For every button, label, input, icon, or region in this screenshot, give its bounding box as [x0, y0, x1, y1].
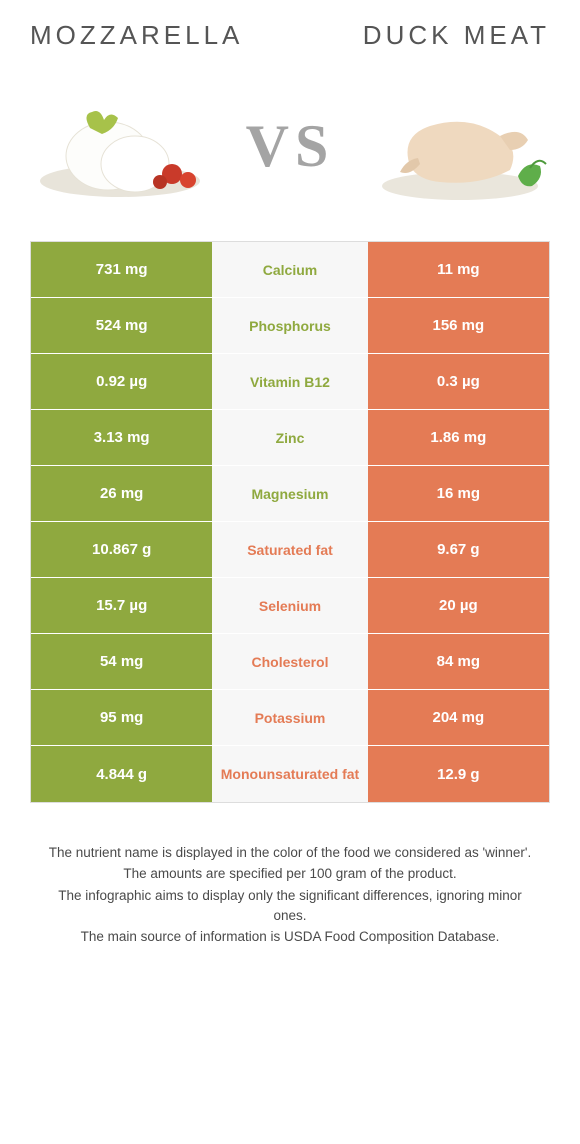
table-row: 0.92 µgVitamin B120.3 µg — [31, 354, 549, 410]
nutrient-label: Cholesterol — [212, 634, 367, 689]
value-left: 3.13 mg — [31, 410, 212, 465]
food-image-right — [370, 86, 550, 206]
footer-notes: The nutrient name is displayed in the co… — [30, 843, 550, 947]
nutrient-label: Zinc — [212, 410, 367, 465]
table-row: 10.867 gSaturated fat9.67 g — [31, 522, 549, 578]
title-row: Mozzarella Duck meat — [30, 20, 550, 51]
value-left: 524 mg — [31, 298, 212, 353]
table-row: 524 mgPhosphorus156 mg — [31, 298, 549, 354]
footer-line: The main source of information is USDA F… — [40, 927, 540, 947]
table-row: 731 mgCalcium11 mg — [31, 242, 549, 298]
food-image-left — [30, 86, 210, 206]
nutrient-label: Saturated fat — [212, 522, 367, 577]
value-left: 10.867 g — [31, 522, 212, 577]
value-right: 1.86 mg — [368, 410, 549, 465]
value-right: 0.3 µg — [368, 354, 549, 409]
value-left: 731 mg — [31, 242, 212, 297]
value-right: 156 mg — [368, 298, 549, 353]
table-row: 95 mgPotassium204 mg — [31, 690, 549, 746]
value-right: 12.9 g — [368, 746, 549, 802]
vs-label: VS — [246, 112, 335, 181]
nutrient-label: Phosphorus — [212, 298, 367, 353]
value-left: 4.844 g — [31, 746, 212, 802]
value-right: 9.67 g — [368, 522, 549, 577]
value-right: 16 mg — [368, 466, 549, 521]
nutrient-label: Magnesium — [212, 466, 367, 521]
footer-line: The infographic aims to display only the… — [40, 886, 540, 927]
title-right: Duck meat — [363, 20, 550, 51]
value-right: 20 µg — [368, 578, 549, 633]
nutrient-label: Selenium — [212, 578, 367, 633]
table-row: 15.7 µgSelenium20 µg — [31, 578, 549, 634]
hero-row: VS — [30, 81, 550, 211]
value-left: 95 mg — [31, 690, 212, 745]
table-row: 26 mgMagnesium16 mg — [31, 466, 549, 522]
value-left: 26 mg — [31, 466, 212, 521]
nutrient-label: Potassium — [212, 690, 367, 745]
value-right: 84 mg — [368, 634, 549, 689]
nutrient-label: Calcium — [212, 242, 367, 297]
table-row: 54 mgCholesterol84 mg — [31, 634, 549, 690]
table-row: 4.844 gMonounsaturated fat12.9 g — [31, 746, 549, 802]
infographic-container: Mozzarella Duck meat VS — [0, 0, 580, 968]
footer-line: The nutrient name is displayed in the co… — [40, 843, 540, 863]
nutrient-label: Vitamin B12 — [212, 354, 367, 409]
value-left: 15.7 µg — [31, 578, 212, 633]
value-right: 204 mg — [368, 690, 549, 745]
nutrient-label: Monounsaturated fat — [212, 746, 367, 802]
title-left: Mozzarella — [30, 20, 243, 51]
table-row: 3.13 mgZinc1.86 mg — [31, 410, 549, 466]
nutrient-table: 731 mgCalcium11 mg524 mgPhosphorus156 mg… — [30, 241, 550, 803]
value-left: 0.92 µg — [31, 354, 212, 409]
value-right: 11 mg — [368, 242, 549, 297]
value-left: 54 mg — [31, 634, 212, 689]
footer-line: The amounts are specified per 100 gram o… — [40, 864, 540, 884]
